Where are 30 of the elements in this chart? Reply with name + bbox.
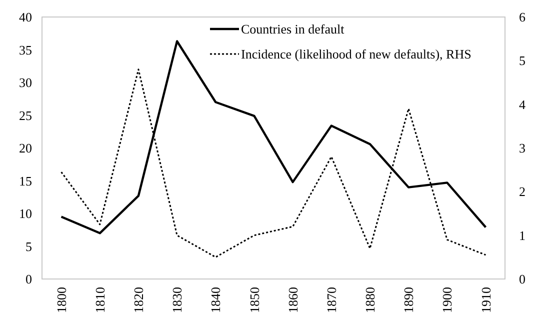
legend-label: Countries in default <box>241 22 345 37</box>
y2-tick-label: 5 <box>519 53 526 68</box>
x-tick-label: 1860 <box>285 287 300 313</box>
x-tick-label: 1810 <box>92 287 108 313</box>
y2-tick-label: 6 <box>519 10 526 25</box>
y2-tick-label: 1 <box>519 228 526 243</box>
legend-label: Incidence (likelihood of new defaults), RHS <box>241 46 472 62</box>
y-tick-label: 25 <box>19 108 32 123</box>
x-tick-label: 1800 <box>54 287 69 313</box>
x-tick-label: 1840 <box>208 287 224 313</box>
y-tick-label: 10 <box>19 206 32 222</box>
x-tick-label: 1900 <box>440 287 455 313</box>
x-tick-label: 1880 <box>362 287 378 313</box>
y2-tick-label: 0 <box>519 272 526 287</box>
y2-tick-label: 2 <box>519 184 526 200</box>
x-tick-label: 1830 <box>170 287 185 313</box>
y-tick-label: 15 <box>19 173 32 188</box>
y-tick-label: 30 <box>19 75 32 90</box>
x-tick-label: 1820 <box>131 287 146 313</box>
x-tick-label: 1870 <box>324 287 339 313</box>
x-tick-label: 1850 <box>246 287 262 313</box>
y-tick-label: 0 <box>26 272 32 287</box>
y-tick-label: 5 <box>26 238 32 254</box>
y2-tick-label: 4 <box>519 96 526 112</box>
y-tick-label: 40 <box>19 10 32 25</box>
y-tick-label: 35 <box>19 42 32 58</box>
y2-tick-label: 3 <box>519 140 526 156</box>
x-tick-label: 1890 <box>401 287 416 313</box>
y-tick-label: 20 <box>19 140 32 156</box>
x-tick-label: 1910 <box>478 287 494 313</box>
